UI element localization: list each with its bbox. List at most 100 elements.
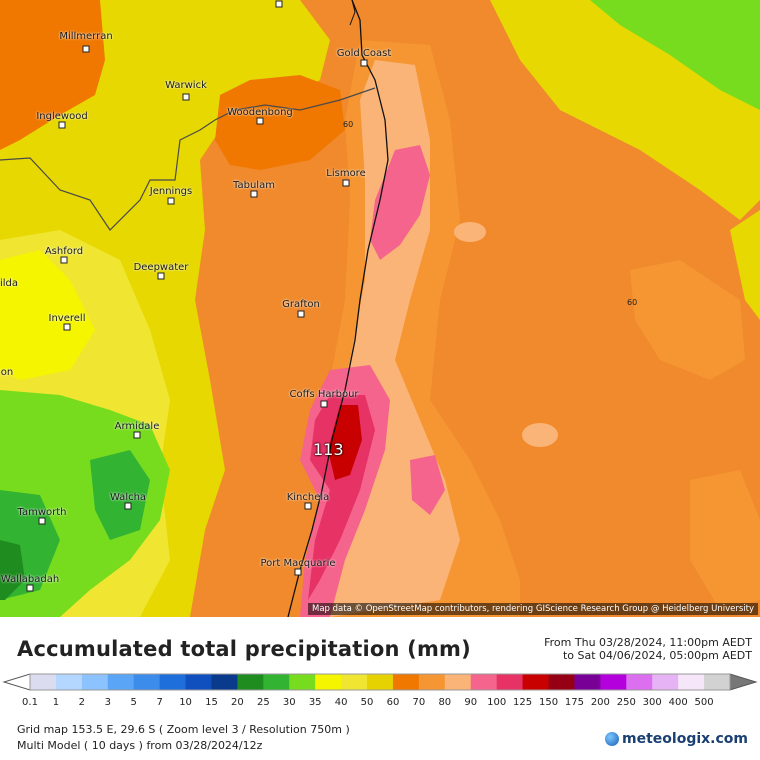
city-marker (250, 190, 258, 198)
city-marker (82, 45, 90, 53)
city-label-millmerran[interactable]: Millmerran (59, 31, 113, 42)
city-label-warwick[interactable]: Warwick (165, 80, 207, 91)
city-marker (360, 59, 368, 67)
scale-swatch (159, 674, 187, 690)
city-marker (60, 256, 68, 264)
color-scale: 0.1 1 2 3 5 7 10 15 20 25 30 35 40 50 60 70 80 90 100 125 15… (2, 673, 758, 708)
map-attribution: Map data © OpenStreetMap contributors, r… (308, 603, 758, 615)
scale-tick-label: 3 (105, 697, 111, 708)
scale-tick-label: 90 (464, 697, 477, 708)
scale-swatch (626, 674, 653, 690)
scale-tick-label: 150 (539, 697, 558, 708)
city-label-tabulam[interactable]: Tabulam (233, 180, 275, 191)
scale-swatch (367, 674, 394, 690)
scale-swatch (548, 674, 575, 690)
scale-swatch (185, 674, 212, 690)
precipitation-contours (0, 0, 760, 617)
precipitation-map[interactable]: Millmerran Gold Coast Warwick Inglewood … (0, 0, 760, 617)
city-label-coffs-harbour[interactable]: Coffs Harbour (289, 389, 359, 400)
scale-tick-label: 100 (487, 697, 506, 708)
city-label-on[interactable]: on (0, 367, 14, 378)
scale-tick-label: 30 (283, 697, 296, 708)
scale-tick-label: 70 (413, 697, 426, 708)
city-label-port-macquarie[interactable]: Port Macquarie (260, 558, 336, 569)
city-marker (124, 502, 132, 510)
scale-swatch (392, 674, 420, 690)
city-label-inverell[interactable]: Inverell (48, 313, 86, 324)
scale-arrow-left (2, 673, 31, 691)
city-label-woodenbong[interactable]: Woodenbong (227, 107, 293, 118)
scale-tick-label: 0.1 (22, 697, 38, 708)
city-marker (38, 517, 46, 525)
city-marker (133, 431, 141, 439)
scale-swatch (55, 674, 83, 690)
city-label-armidale[interactable]: Armidale (114, 421, 160, 432)
scale-tick-label: 300 (643, 697, 662, 708)
city-marker (182, 93, 190, 101)
scale-tick-label: 20 (231, 697, 244, 708)
city-label-deepwater[interactable]: Deepwater (133, 262, 189, 273)
scale-tick-label: 400 (669, 697, 688, 708)
city-marker (297, 310, 305, 318)
period-from: From Thu 03/28/2024, 11:00pm AEDT (544, 636, 752, 649)
city-label-ilda[interactable]: ilda (0, 278, 19, 289)
grid-info: Grid map 153.5 E, 29.6 S ( Zoom level 3 … (17, 723, 350, 736)
scale-tick-label: 2 (79, 697, 85, 708)
scale-swatch (470, 674, 498, 690)
scale-swatch (263, 674, 290, 690)
city-label-grafton[interactable]: Grafton (282, 299, 320, 310)
scale-tick-label: 25 (257, 697, 270, 708)
city-label-gold-coast[interactable]: Gold Coast (336, 48, 392, 59)
city-label-wallabadah[interactable]: Wallabadah (0, 574, 60, 585)
period-to: to Sat 04/06/2024, 05:00pm AEDT (562, 649, 752, 662)
brand-logo[interactable]: meteologix.com (605, 731, 748, 747)
scale-swatch (211, 674, 238, 690)
city-label-tamworth[interactable]: Tamworth (17, 507, 67, 518)
scale-tick-label: 40 (335, 697, 348, 708)
scale-swatch (574, 674, 601, 690)
scale-swatch (522, 674, 550, 690)
model-info: Multi Model ( 10 days ) from 03/28/2024/… (17, 739, 263, 752)
scale-tick-label: 500 (695, 697, 714, 708)
scale-swatch (289, 674, 316, 690)
contour-label: 60 (627, 298, 638, 307)
scale-swatch (652, 674, 679, 690)
city-marker (63, 323, 71, 331)
city-label-jennings[interactable]: Jennings (149, 186, 193, 197)
scale-border (29, 673, 731, 691)
scale-swatch (418, 674, 446, 690)
scale-tick-label: 50 (361, 697, 374, 708)
scale-swatch (237, 674, 264, 690)
scale-tick-label: 1 (53, 697, 59, 708)
city-label-walcha[interactable]: Walcha (109, 492, 147, 503)
scale-swatch (81, 674, 109, 690)
scale-swatch (30, 674, 57, 690)
scale-swatch (133, 674, 161, 690)
scale-tick-label: 125 (513, 697, 532, 708)
scale-swatch (107, 674, 135, 690)
scale-tick-label: 60 (387, 697, 400, 708)
legend-title: Accumulated total precipitation (mm) (17, 637, 471, 661)
scale-swatch (496, 674, 524, 690)
scale-tick-label: 250 (617, 697, 636, 708)
brand-name: meteologix.com (622, 731, 748, 747)
globe-icon (605, 732, 620, 746)
city-marker (320, 400, 328, 408)
city-label-ashford[interactable]: Ashford (44, 246, 84, 257)
max-precipitation-label: 113 (313, 440, 344, 459)
city-label-lismore[interactable]: Lismore (326, 168, 366, 179)
contour-label: 60 (343, 120, 354, 129)
city-marker (157, 272, 165, 280)
city-marker (294, 568, 302, 576)
city-marker (167, 197, 175, 205)
scale-swatch (444, 674, 472, 690)
city-label-kinchela[interactable]: Kinchela (286, 492, 330, 503)
city-label-inglewood[interactable]: Inglewood (36, 111, 88, 122)
scale-swatch (315, 674, 342, 690)
scale-tick-label: 35 (309, 697, 322, 708)
scale-arrow-right (729, 673, 758, 691)
city-marker (342, 179, 350, 187)
scale-tick-label: 15 (205, 697, 218, 708)
scale-swatch (341, 674, 368, 690)
scale-swatch (600, 674, 627, 690)
